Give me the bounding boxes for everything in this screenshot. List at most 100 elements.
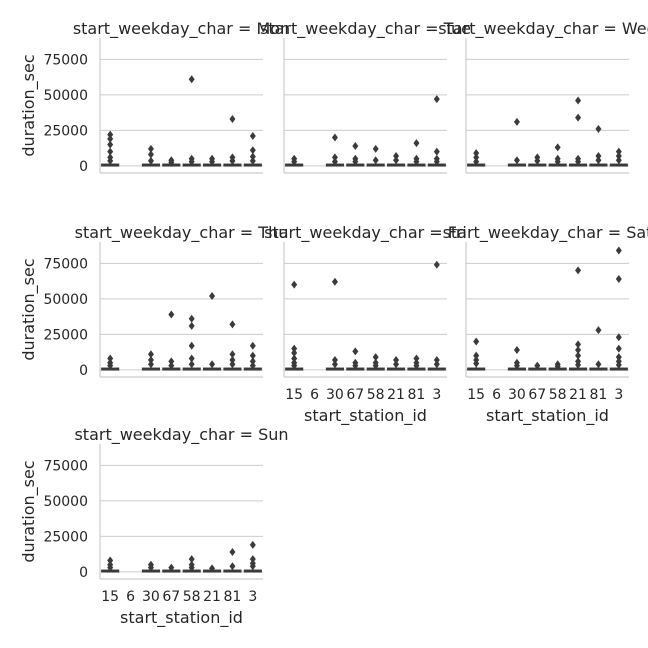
outlier-point (249, 361, 256, 370)
y-tick-label: 75000 (43, 256, 88, 272)
y-tick-label: 75000 (43, 52, 88, 68)
outlier-point (615, 360, 622, 369)
y-tick-label: 25000 (43, 529, 88, 545)
x-tick-label: 15 (467, 387, 485, 403)
outlier-point (291, 348, 298, 357)
outlier-point (188, 157, 195, 166)
x-tick-label: 30 (326, 387, 344, 403)
outlier-point (168, 310, 175, 319)
x-tick-label: 6 (310, 387, 319, 403)
panel-title: start_weekday_char = Sun (74, 425, 288, 445)
panel-title: start_weekday_char = Mon (73, 19, 290, 39)
outlier-point (249, 540, 256, 549)
outlier-point (554, 157, 561, 166)
x-tick-label: 6 (126, 589, 135, 605)
outlier-point (534, 156, 541, 165)
outlier-point (473, 337, 480, 346)
outlier-point (147, 360, 154, 369)
x-tick-label: 58 (183, 589, 201, 605)
outlier-point (372, 353, 379, 362)
panel-title: start_weekday_char = Sat (443, 223, 648, 243)
panel-title: start_weekday_char = Wed (438, 19, 648, 39)
outlier-point (209, 360, 216, 369)
outlier-point (331, 153, 338, 162)
outlier-point (554, 143, 561, 152)
outlier-point (188, 360, 195, 369)
outlier-point (188, 75, 195, 84)
outlier-point (393, 151, 400, 160)
x-tick-label: 67 (346, 387, 364, 403)
panel-title: start_weekday_char = Thu (75, 223, 289, 243)
y-tick-label: 0 (79, 363, 88, 379)
outlier-point (473, 153, 480, 162)
outlier-point (595, 124, 602, 133)
outlier-point (107, 140, 114, 149)
outlier-point (575, 113, 582, 122)
x-tick-label: 3 (248, 589, 257, 605)
x-tick-label: 81 (408, 387, 426, 403)
x-tick-label: 3 (614, 387, 623, 403)
outlier-point (147, 144, 154, 153)
x-axis-label: start_station_id (120, 608, 243, 628)
outlier-point (188, 321, 195, 330)
outlier-point (209, 157, 216, 166)
x-tick-label: 30 (142, 589, 160, 605)
x-tick-label: 21 (387, 387, 405, 403)
outlier-point (372, 361, 379, 370)
outlier-point (352, 361, 359, 370)
y-tick-label: 0 (79, 565, 88, 581)
outlier-point (291, 354, 298, 363)
outlier-point (513, 346, 520, 354)
outlier-point (107, 134, 114, 143)
outlier-point (168, 563, 175, 572)
outlier-point (291, 280, 298, 289)
x-tick-label: 21 (203, 589, 221, 605)
x-axis-label: start_station_id (304, 406, 427, 426)
y-axis-label: duration_sec (19, 258, 39, 360)
outlier-point (595, 151, 602, 160)
outlier-point (413, 139, 420, 148)
outlier-point (249, 146, 256, 155)
outlier-point (229, 115, 236, 123)
outlier-point (147, 156, 154, 165)
outlier-point (249, 156, 256, 165)
outlier-point (595, 156, 602, 165)
x-tick-label: 6 (492, 387, 501, 403)
outlier-point (107, 556, 114, 565)
outlier-point (372, 144, 379, 153)
y-tick-label: 75000 (43, 458, 88, 474)
outlier-point (249, 555, 256, 564)
outlier-point (554, 362, 561, 371)
outlier-point (615, 156, 622, 165)
outlier-point (188, 341, 195, 350)
outlier-point (433, 355, 440, 364)
outlier-point (209, 564, 216, 573)
outlier-point (249, 152, 256, 161)
outlier-point (229, 156, 236, 165)
outlier-point (513, 156, 520, 165)
outlier-point (209, 292, 216, 300)
outlier-point (331, 157, 338, 166)
outlier-point (575, 351, 582, 360)
outlier-point (513, 361, 520, 370)
outlier-point (331, 277, 338, 286)
outlier-point (372, 156, 379, 165)
x-tick-label: 58 (367, 387, 385, 403)
outlier-point (229, 360, 236, 369)
outlier-point (615, 274, 622, 283)
y-tick-label: 50000 (43, 494, 88, 510)
outlier-point (534, 361, 541, 370)
outlier-point (168, 357, 175, 366)
outlier-point (249, 132, 256, 141)
outlier-point (473, 351, 480, 360)
outlier-point (107, 563, 114, 572)
outlier-point (615, 151, 622, 160)
y-tick-label: 25000 (43, 123, 88, 139)
outlier-point (413, 157, 420, 166)
outlier-point (433, 147, 440, 156)
outlier-point (147, 150, 154, 159)
outlier-point (249, 341, 256, 350)
outlier-point (393, 360, 400, 369)
outlier-point (249, 357, 256, 366)
